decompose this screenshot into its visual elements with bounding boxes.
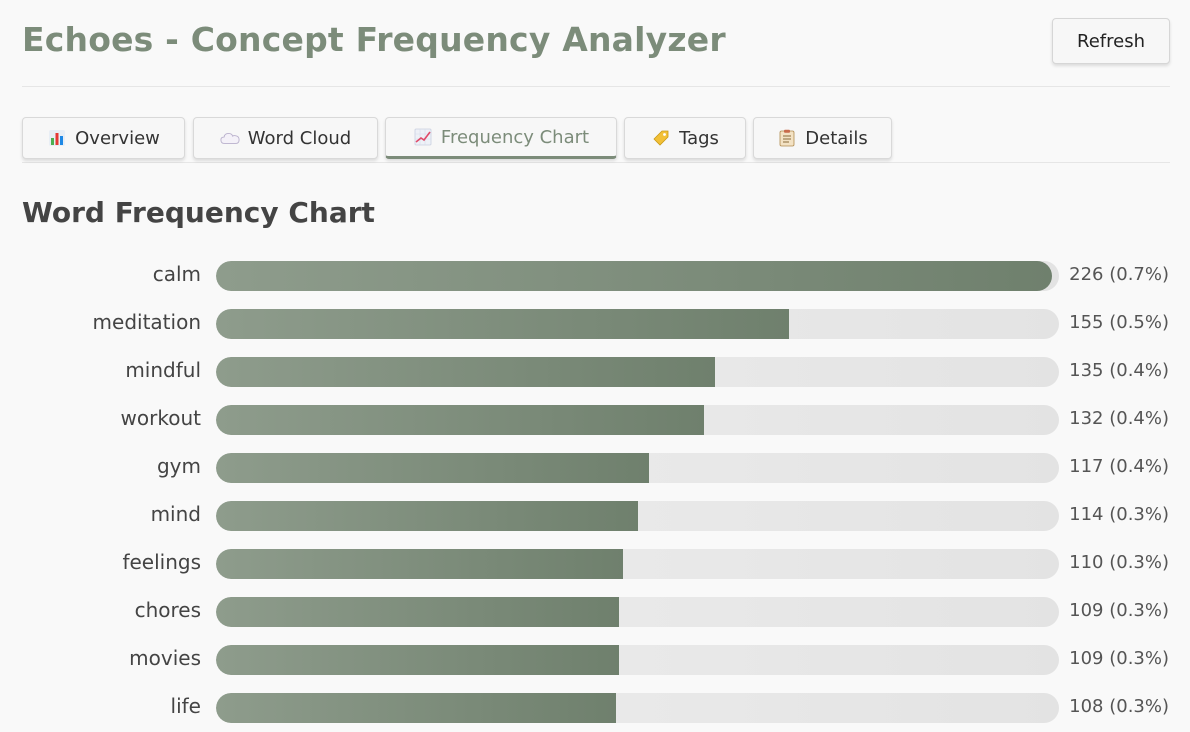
bar-chart-icon — [47, 128, 67, 148]
bar-value-label: 135 (0.4%) — [1069, 360, 1169, 381]
bar-fill — [216, 357, 715, 387]
bar-fill — [216, 549, 623, 579]
bar-label: calm — [152, 262, 201, 286]
bar-row: gym 117 (0.4%) — [0, 444, 1190, 492]
bar-fill — [216, 597, 619, 627]
bar-row: mind 114 (0.3%) — [0, 492, 1190, 540]
app-title: Echoes - Concept Frequency Analyzer — [22, 20, 726, 59]
bar-row: calm 226 (0.7%) — [0, 252, 1190, 300]
tab-frequency-chart[interactable]: Frequency Chart — [385, 117, 617, 159]
bar-label: mindful — [125, 358, 201, 382]
tab-tags-label: Tags — [679, 127, 719, 149]
tab-frequency-chart-label: Frequency Chart — [440, 126, 590, 148]
bar-value-label: 109 (0.3%) — [1069, 600, 1169, 621]
bar-row: feelings 110 (0.3%) — [0, 540, 1190, 588]
bar-label: movies — [129, 646, 201, 670]
bar-fill — [216, 309, 789, 339]
bar-label: chores — [134, 598, 201, 622]
bar-fill — [216, 645, 619, 675]
frequency-bar-chart: calm 226 (0.7%) meditation 155 (0.5%) mindfu… — [0, 252, 1190, 732]
bar-track — [216, 501, 1059, 531]
bar-label: workout — [120, 406, 201, 430]
bar-track — [216, 309, 1059, 339]
bar-row: chores 109 (0.3%) — [0, 588, 1190, 636]
bar-label: gym — [156, 454, 201, 478]
bar-fill — [216, 693, 616, 723]
bar-label: mind — [150, 502, 201, 526]
bar-row: movies 109 (0.3%) — [0, 636, 1190, 684]
bar-fill — [216, 501, 638, 531]
tab-details-label: Details — [805, 127, 868, 149]
bar-value-label: 108 (0.3%) — [1069, 696, 1169, 717]
bar-track — [216, 693, 1059, 723]
tag-icon — [651, 128, 671, 148]
bar-track — [216, 357, 1059, 387]
section-title: Word Frequency Chart — [22, 196, 375, 229]
app-header: Echoes - Concept Frequency Analyzer Refr… — [22, 0, 1170, 87]
tab-overview-label: Overview — [75, 127, 160, 149]
bar-fill — [216, 405, 704, 435]
bar-value-label: 114 (0.3%) — [1069, 504, 1169, 525]
bar-value-label: 110 (0.3%) — [1069, 552, 1169, 573]
tab-overview[interactable]: Overview — [22, 117, 185, 159]
bar-value-label: 132 (0.4%) — [1069, 408, 1169, 429]
bar-label: feelings — [122, 550, 201, 574]
bar-track — [216, 453, 1059, 483]
tab-word-cloud[interactable]: Word Cloud — [193, 117, 378, 159]
bar-track — [216, 597, 1059, 627]
cloud-icon — [220, 128, 240, 148]
bar-track — [216, 645, 1059, 675]
refresh-button[interactable]: Refresh — [1052, 18, 1170, 64]
bar-row: meditation 155 (0.5%) — [0, 300, 1190, 348]
bar-value-label: 226 (0.7%) — [1069, 264, 1169, 285]
tab-details[interactable]: Details — [753, 117, 892, 159]
bar-row: workout 132 (0.4%) — [0, 396, 1190, 444]
bar-track — [216, 405, 1059, 435]
bar-value-label: 117 (0.4%) — [1069, 456, 1169, 477]
tab-word-cloud-label: Word Cloud — [247, 127, 352, 149]
bar-track — [216, 549, 1059, 579]
bar-label: meditation — [92, 310, 201, 334]
bar-label: life — [170, 694, 201, 718]
bar-track — [216, 261, 1059, 291]
bar-row: mindful 135 (0.4%) — [0, 348, 1190, 396]
tab-tags[interactable]: Tags — [624, 117, 746, 159]
line-chart-icon — [413, 127, 433, 147]
bar-value-label: 155 (0.5%) — [1069, 312, 1169, 333]
bar-fill — [216, 261, 1052, 291]
bar-value-label: 109 (0.3%) — [1069, 648, 1169, 669]
bar-fill — [216, 453, 649, 483]
tab-bar: Overview Word Cloud Frequency Chart Tags — [22, 117, 1170, 163]
clipboard-icon — [777, 128, 797, 148]
bar-row: life 108 (0.3%) — [0, 684, 1190, 732]
